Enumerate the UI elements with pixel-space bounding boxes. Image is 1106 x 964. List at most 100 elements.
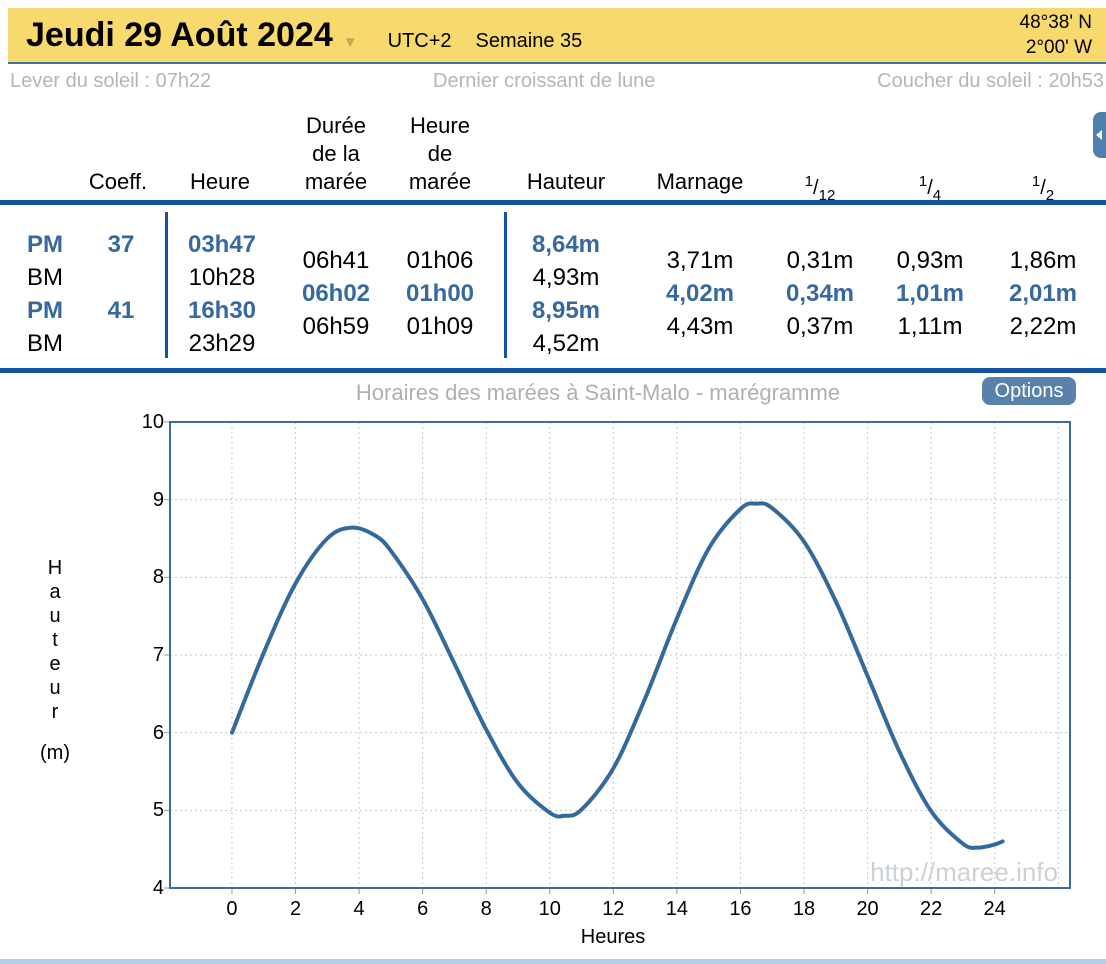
latitude-label: 48°38' N xyxy=(1019,12,1093,33)
column-duree: 06h41 06h02 06h59 xyxy=(286,244,386,343)
y-axis-tick-label: 5 xyxy=(152,799,164,822)
x-axis-tick-label: 4 xyxy=(353,898,365,920)
x-axis-tick-label: 12 xyxy=(602,898,625,920)
tide-time: 03h47 xyxy=(187,231,257,258)
y-axis-tick-label: 7 xyxy=(152,644,164,666)
tide-duration: 06h41 xyxy=(302,247,370,274)
quarter-value: 1,11m xyxy=(897,313,963,340)
col-header-hauteur: Hauteur xyxy=(526,169,606,194)
twelfth-value: 0,34m xyxy=(785,280,855,307)
options-button[interactable]: Options xyxy=(982,377,1076,405)
coeff-value xyxy=(91,261,151,294)
x-axis-tick-label: 22 xyxy=(919,898,943,920)
table-vertical-separator xyxy=(504,212,507,358)
y-axis-title-letter: u xyxy=(49,605,61,627)
column-tide-type: PM BM PM BM xyxy=(27,228,77,360)
column-coeff: 37 41 xyxy=(91,228,151,360)
tide-height: 8,95m xyxy=(531,297,601,324)
watermark-link[interactable]: http://maree.info xyxy=(870,857,1058,887)
coordinates: 48°38' N 2°00' W xyxy=(1020,10,1093,60)
chevron-down-icon[interactable]: ▼ xyxy=(342,34,358,51)
x-axis-title: Heures xyxy=(580,926,646,948)
x-axis-tick-label: 16 xyxy=(729,898,752,920)
col-header-un-douzieme: 1/12 xyxy=(804,173,836,204)
date-header-bar: Jeudi 29 Août 2024 ▼ UTC+2 Semaine 35 48… xyxy=(8,8,1106,64)
sunset-label: Coucher du soleil : 20h53 xyxy=(877,70,1104,92)
sun-info-row: Lever du soleil : 07h22 Dernier croissan… xyxy=(10,70,1104,93)
timezone-label: UTC+2 xyxy=(387,30,452,52)
col-header-marnage: Marnage xyxy=(656,169,744,194)
tide-type: BM xyxy=(27,330,63,357)
col-header-heure-maree: Heure de marée xyxy=(408,113,472,194)
half-value: 1,86m xyxy=(1009,247,1077,274)
column-heure-maree: 01h06 01h00 01h09 xyxy=(390,244,490,343)
y-axis-title-letter: r xyxy=(51,701,59,723)
tide-hour-unit: 01h09 xyxy=(406,313,474,340)
col-header-un-quart: 1/4 xyxy=(918,173,942,204)
coeff-value xyxy=(91,327,151,360)
y-axis-title-letter: H xyxy=(47,557,63,579)
x-axis-tick-label: 18 xyxy=(792,898,816,920)
tide-type: PM xyxy=(27,231,63,258)
x-axis-tick-label: 10 xyxy=(538,898,561,920)
chevron-left-icon xyxy=(1096,130,1102,140)
y-axis-title-letter: t xyxy=(52,629,58,651)
y-axis-title-letter: a xyxy=(49,581,61,603)
tide-time: 23h29 xyxy=(188,330,256,357)
y-axis-title-letter: e xyxy=(49,653,61,675)
longitude-label: 2°00' W xyxy=(1025,37,1092,58)
half-value: 2,01m xyxy=(1008,280,1078,307)
col-header-un-demi: 1/2 xyxy=(1031,173,1055,204)
week-label: Semaine 35 xyxy=(475,30,583,52)
tide-duration: 06h59 xyxy=(302,313,370,340)
tide-hour-unit: 01h00 xyxy=(405,280,475,307)
page-bottom-divider xyxy=(0,959,1106,964)
quarter-value: 0,93m xyxy=(896,247,964,274)
y-axis-tick-label: 9 xyxy=(152,488,164,511)
column-heure: 03h47 10h28 16h30 23h29 xyxy=(177,228,267,360)
col-header-duree: Durée de la marée xyxy=(304,113,368,194)
tide-time: 10h28 xyxy=(188,264,256,291)
quarter-value: 1,01m xyxy=(895,280,965,307)
y-axis-tick-label: 10 xyxy=(141,411,164,433)
y-axis-tick-label: 6 xyxy=(152,721,164,744)
tide-time: 16h30 xyxy=(187,297,257,324)
table-top-divider xyxy=(0,200,1106,205)
column-un-douzieme: 0,31m 0,34m 0,37m xyxy=(770,244,870,343)
column-un-demi: 1,86m 2,01m 2,22m xyxy=(993,244,1093,343)
side-panel-tab[interactable] xyxy=(1093,112,1106,158)
tide-height: 4,93m xyxy=(532,264,600,291)
chart-title: Horaires des marées à Saint-Malo - marég… xyxy=(355,380,841,405)
x-axis-tick-label: 20 xyxy=(856,898,879,920)
col-header-heure: Heure xyxy=(190,169,250,194)
tide-curve-chart xyxy=(164,421,1071,894)
x-axis-tick-label: 8 xyxy=(480,898,492,920)
x-axis-tick-label: 24 xyxy=(983,898,1006,920)
tidal-range: 4,02m xyxy=(665,280,735,307)
table-bottom-divider xyxy=(0,368,1106,373)
twelfth-value: 0,37m xyxy=(786,313,854,340)
tide-duration: 06h02 xyxy=(301,280,371,307)
column-marnage: 3,71m 4,02m 4,43m xyxy=(650,244,750,343)
x-axis-tick-label: 2 xyxy=(289,898,302,920)
x-axis-tick-label: 6 xyxy=(417,898,429,920)
x-axis-tick-label: 14 xyxy=(665,898,688,920)
tide-height: 4,52m xyxy=(532,330,600,357)
col-header-coeff: Coeff. xyxy=(88,169,148,194)
date-dropdown[interactable]: Jeudi 29 Août 2024 xyxy=(26,15,333,54)
tide-hour-unit: 01h06 xyxy=(406,247,474,274)
twelfth-value: 0,31m xyxy=(786,247,854,274)
coeff-value: 41 xyxy=(107,297,135,324)
tide-height: 8,64m xyxy=(531,231,601,258)
coeff-value: 37 xyxy=(107,231,135,258)
y-axis-tick-label: 8 xyxy=(152,566,164,589)
y-axis-title-letter: u xyxy=(49,677,61,699)
tidal-range: 3,71m xyxy=(666,247,734,274)
moon-phase-label: Dernier croissant de lune xyxy=(433,70,656,92)
tidal-range: 4,43m xyxy=(666,313,734,340)
x-axis-tick-label: 0 xyxy=(226,898,238,920)
tide-type: PM xyxy=(27,297,63,324)
table-vertical-separator xyxy=(165,212,168,358)
